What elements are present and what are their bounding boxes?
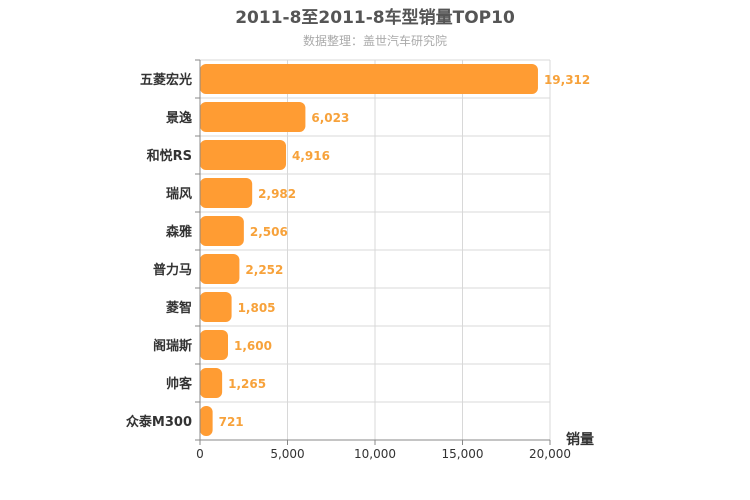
bar	[200, 368, 223, 398]
data-label: 6,023	[311, 111, 349, 125]
bar	[200, 406, 213, 436]
data-label: 1,600	[234, 339, 272, 353]
data-label: 4,916	[292, 149, 330, 163]
category-label: 和悦RS	[147, 148, 192, 164]
bar	[200, 64, 538, 94]
x-tick-label: 10,000	[354, 447, 396, 461]
bar	[200, 178, 253, 208]
category-label: 帅客	[166, 376, 193, 392]
category-label: 菱智	[166, 300, 192, 316]
x-tick-label: 0	[196, 447, 204, 461]
category-label: 瑞风	[166, 186, 192, 202]
category-label: 众泰M300	[126, 414, 192, 430]
bar	[200, 140, 287, 170]
bars: 19,312 6,023 4,916 2,982 2,506 2,252 1,805 1,60…	[200, 64, 590, 436]
data-label: 2,982	[258, 187, 296, 201]
x-tick-label: 20,000	[529, 447, 571, 461]
data-label: 1,805	[238, 301, 276, 315]
bar	[200, 102, 306, 132]
x-axis-title: 销量	[566, 431, 594, 448]
data-label: 1,265	[228, 377, 266, 391]
bar	[200, 292, 232, 322]
category-label: 五菱宏光	[140, 72, 192, 88]
data-label: 721	[219, 415, 244, 429]
category-label: 阁瑞斯	[153, 338, 192, 354]
chart-subtitle: 数据整理：盖世汽车研究院	[303, 33, 447, 48]
category-label: 普力马	[153, 262, 192, 278]
bar	[200, 330, 228, 360]
x-tick-label: 5,000	[270, 447, 304, 461]
chart-title: 2011-8至2011-8车型销量TOP10	[235, 7, 515, 28]
category-label: 景逸	[166, 110, 192, 126]
grid-lines	[200, 59, 551, 441]
data-label: 2,506	[250, 225, 288, 239]
x-tick-label: 15,000	[442, 447, 484, 461]
data-label: 2,252	[245, 263, 283, 277]
bar	[200, 216, 244, 246]
category-label: 森雅	[166, 224, 192, 240]
data-label: 19,312	[544, 73, 590, 87]
bar	[200, 254, 240, 284]
